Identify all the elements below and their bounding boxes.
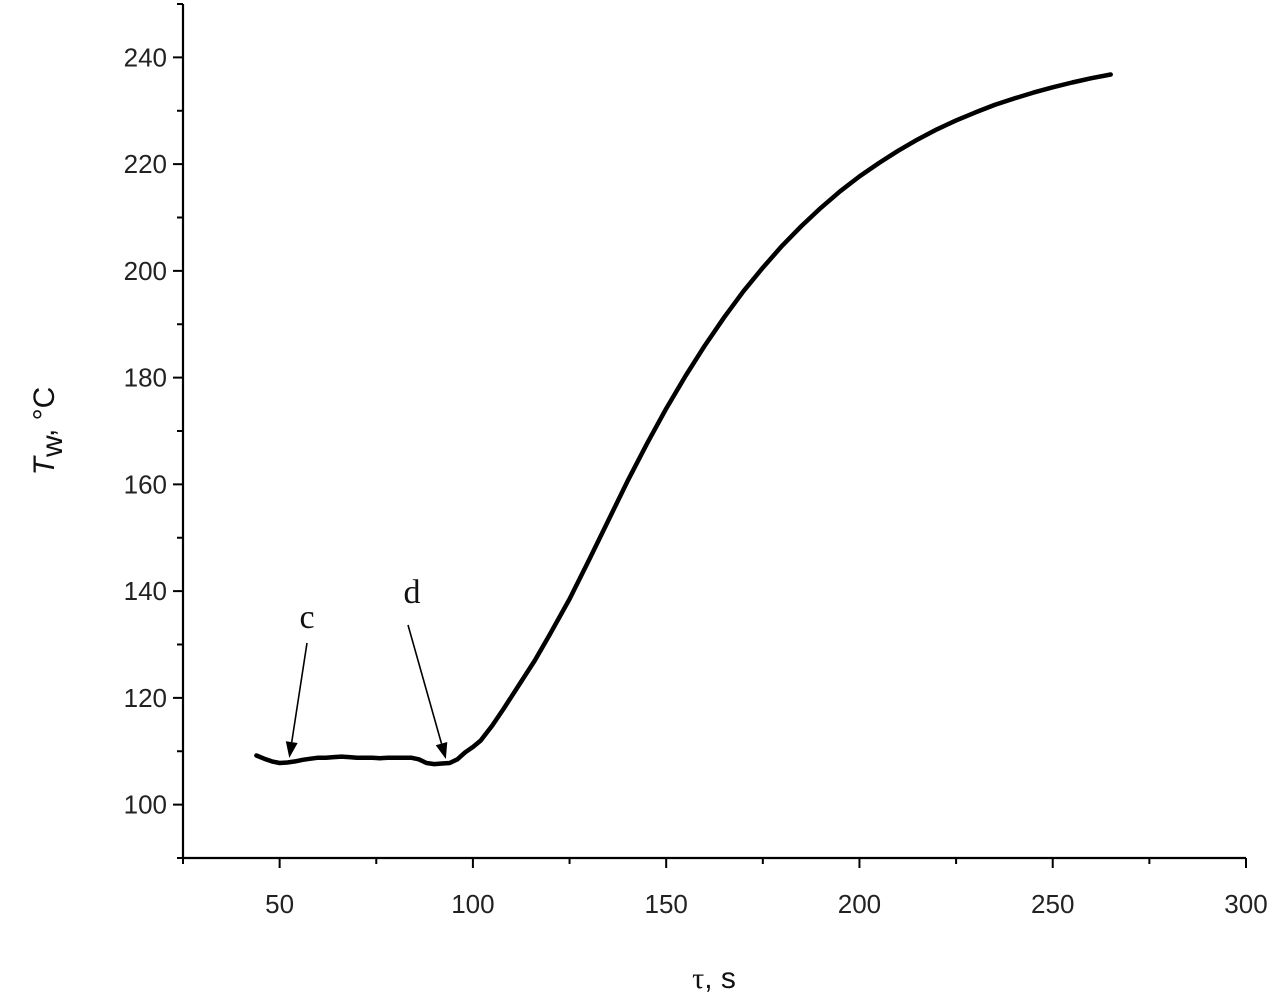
- y-axis-title: Tw, °C: [28, 387, 69, 476]
- axes: [181, 4, 1246, 860]
- y-tick-label: 240: [124, 42, 167, 72]
- x-tick-label: 300: [1224, 889, 1267, 919]
- x-axis-symbol: τ: [692, 962, 704, 995]
- y-tick-label: 140: [124, 576, 167, 606]
- data-series-line: [254, 72, 1113, 767]
- annotation-layer: c d: [285, 574, 448, 759]
- y-axis-subscript: w: [36, 435, 69, 458]
- x-axis-title: τ, s: [692, 962, 736, 995]
- annotation-arrow-d: [407, 624, 443, 744]
- x-tick-label: 200: [838, 889, 881, 919]
- annotation-arrowhead-c: [285, 741, 298, 758]
- annotation-label-d: d: [404, 574, 421, 611]
- y-tick-label: 100: [124, 790, 167, 820]
- x-tick-label: 100: [451, 889, 494, 919]
- x-axis-unit: s: [721, 962, 736, 995]
- y-axis-unit: °C: [28, 387, 61, 421]
- y-tick-label: 220: [124, 149, 167, 179]
- x-tick-label: 250: [1031, 889, 1074, 919]
- annotation-label-c: c: [299, 599, 314, 636]
- y-tick-label: 160: [124, 469, 167, 499]
- x-tick-label: 150: [644, 889, 687, 919]
- y-tick-label: 180: [124, 363, 167, 393]
- y-tick-label: 200: [124, 256, 167, 286]
- y-tick-label: 120: [124, 683, 167, 713]
- y-axis-separator: ,: [28, 420, 61, 437]
- ticks: [173, 3, 1247, 868]
- tick-labels: 50 100 150 200 250 300 100 120 140 160 180 200 220 24…: [124, 42, 1268, 919]
- annotation-arrowhead-d: [435, 741, 448, 759]
- axis-titles: τ, s Tw, °C: [28, 387, 736, 995]
- y-axis-symbol: T: [28, 454, 61, 475]
- annotation-arrow-c: [290, 642, 308, 743]
- x-tick-label: 50: [265, 889, 294, 919]
- x-axis-separator: ,: [704, 962, 721, 995]
- series-layer: [254, 72, 1113, 767]
